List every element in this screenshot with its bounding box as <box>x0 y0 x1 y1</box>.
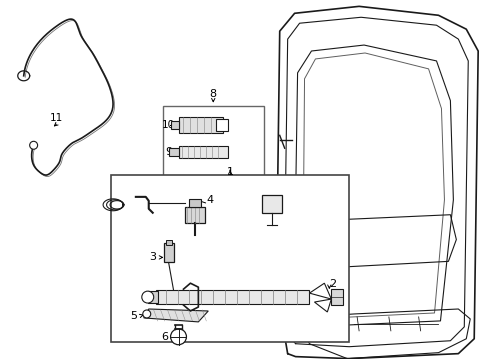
Text: 6: 6 <box>161 332 168 342</box>
Text: 7: 7 <box>305 200 312 210</box>
Bar <box>185 207 205 223</box>
Bar <box>147 291 157 303</box>
Circle shape <box>30 141 38 149</box>
Text: 5: 5 <box>130 311 137 321</box>
Text: 8: 8 <box>209 89 216 99</box>
Bar <box>170 121 178 129</box>
Text: 11: 11 <box>50 113 63 123</box>
Polygon shape <box>314 299 331 312</box>
Bar <box>216 120 228 131</box>
Text: 10: 10 <box>162 121 175 130</box>
Bar <box>189 199 201 207</box>
Bar <box>111 175 348 342</box>
Text: 4: 4 <box>206 195 213 205</box>
Bar <box>163 105 264 185</box>
Bar <box>163 243 173 262</box>
Bar <box>155 290 309 304</box>
Text: 9: 9 <box>164 147 172 157</box>
Circle shape <box>142 291 153 303</box>
Bar <box>168 148 178 156</box>
Bar <box>178 146 228 158</box>
Bar <box>165 239 171 246</box>
Circle shape <box>142 310 150 318</box>
Text: 3: 3 <box>149 252 156 262</box>
Text: 1: 1 <box>226 167 233 177</box>
Bar <box>178 117 223 133</box>
Circle shape <box>170 329 186 345</box>
Bar <box>262 195 281 213</box>
Text: 2: 2 <box>328 279 335 289</box>
Polygon shape <box>309 283 331 299</box>
Polygon shape <box>143 309 208 322</box>
Bar <box>331 289 343 305</box>
